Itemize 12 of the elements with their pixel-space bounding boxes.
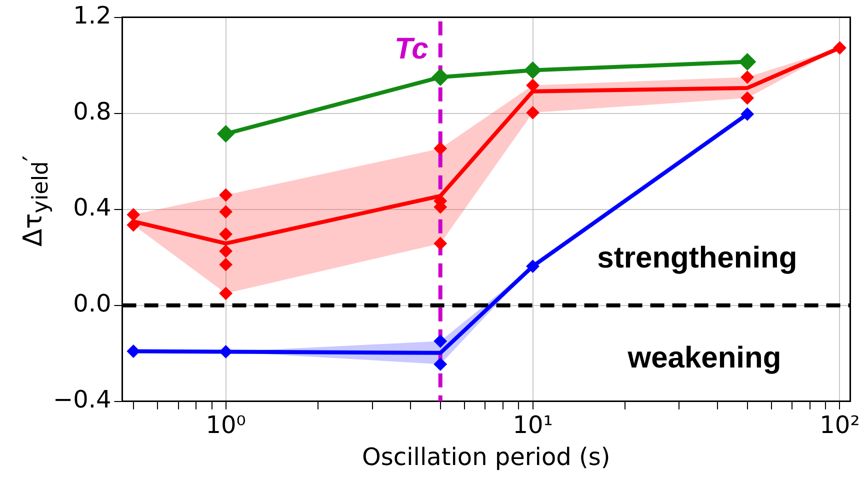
- x-axis-title: Oscillation period (s): [362, 442, 610, 471]
- y-tick-label: 1.2: [73, 2, 112, 30]
- y-tick-label: 0.0: [73, 290, 112, 318]
- x-tick-label: 10¹: [512, 411, 553, 440]
- x-tick-label: 10⁰: [206, 411, 246, 440]
- y-tick-label: 0.8: [73, 98, 112, 126]
- y-tick-label: 0.4: [73, 194, 112, 222]
- annotation: weakening: [626, 341, 782, 374]
- ref-line-label: Tc: [394, 32, 429, 66]
- x-tick-label: 10²: [820, 411, 860, 440]
- annotation: strengthening: [597, 242, 798, 275]
- y-tick-label: −0.4: [52, 386, 112, 414]
